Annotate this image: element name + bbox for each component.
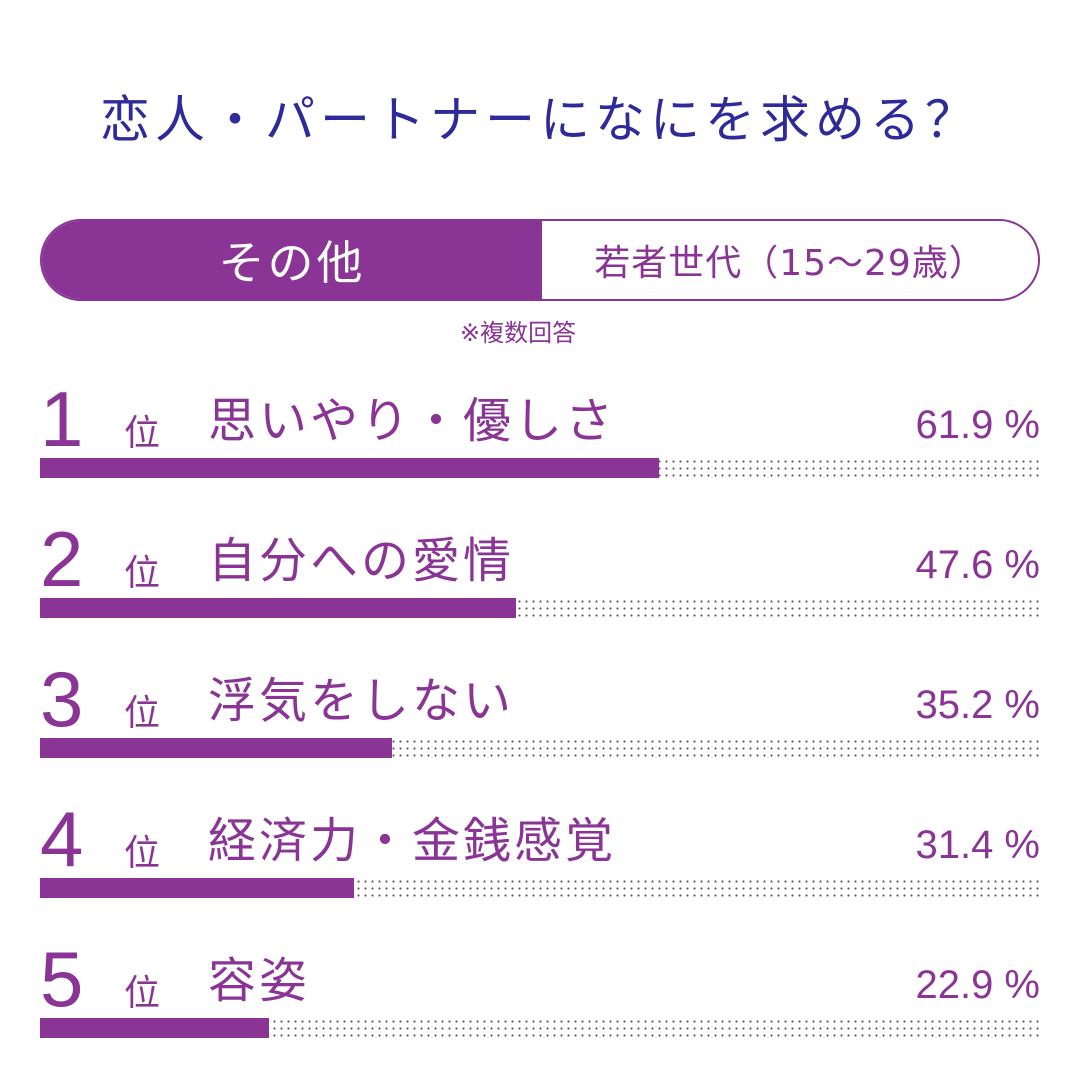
- bar: [40, 878, 354, 898]
- bar-track: [40, 738, 1040, 758]
- rank-suffix: 位: [124, 553, 161, 594]
- category-label: 経済力・金銭感覚: [208, 813, 617, 869]
- bar-track: [40, 458, 1040, 478]
- rank-suffix: 位: [124, 413, 161, 454]
- category-label: 容姿: [208, 953, 311, 1009]
- bar-track: [40, 1018, 1040, 1038]
- rank-number: 1: [40, 375, 84, 463]
- rank-row: 3 位 浮気をしない 35.2 %: [40, 658, 1040, 758]
- rank-suffix: 位: [124, 833, 161, 874]
- segment-toggle: その他 若者世代（15～29歳）: [40, 219, 1040, 301]
- rank-number: 2: [40, 515, 84, 603]
- tab-other[interactable]: その他: [42, 221, 542, 299]
- bar: [40, 458, 659, 478]
- value-label: 47.6 %: [915, 543, 1040, 587]
- bar: [40, 738, 392, 758]
- bar-track: [40, 598, 1040, 618]
- rank-suffix: 位: [124, 693, 161, 734]
- bar: [40, 598, 516, 618]
- rank-number: 3: [40, 655, 84, 743]
- rank-number: 4: [40, 795, 84, 883]
- category-label: 浮気をしない: [208, 673, 515, 729]
- rank-row: 4 位 経済力・金銭感覚 31.4 %: [40, 798, 1040, 898]
- value-label: 22.9 %: [915, 963, 1040, 1007]
- tab-young-generation[interactable]: 若者世代（15～29歳）: [594, 243, 986, 284]
- rank-suffix: 位: [124, 973, 161, 1014]
- category-label: 自分への愛情: [208, 533, 515, 589]
- value-label: 61.9 %: [915, 403, 1040, 447]
- category-label: 思いやり・優しさ: [208, 393, 617, 449]
- rank-row: 2 位 自分への愛情 47.6 %: [40, 518, 1040, 618]
- rank-row: 1 位 思いやり・優しさ 61.9 %: [40, 378, 1040, 478]
- rank-row: 5 位 容姿 22.9 %: [40, 938, 1040, 1038]
- bar-track: [40, 878, 1040, 898]
- rank-number: 5: [40, 935, 84, 1023]
- value-label: 31.4 %: [915, 823, 1040, 867]
- value-label: 35.2 %: [915, 683, 1040, 727]
- bar: [40, 1018, 269, 1038]
- multiple-answer-note: ※複数回答: [460, 319, 577, 347]
- chart-title: 恋人・パートナーになにを求める？: [100, 91, 980, 149]
